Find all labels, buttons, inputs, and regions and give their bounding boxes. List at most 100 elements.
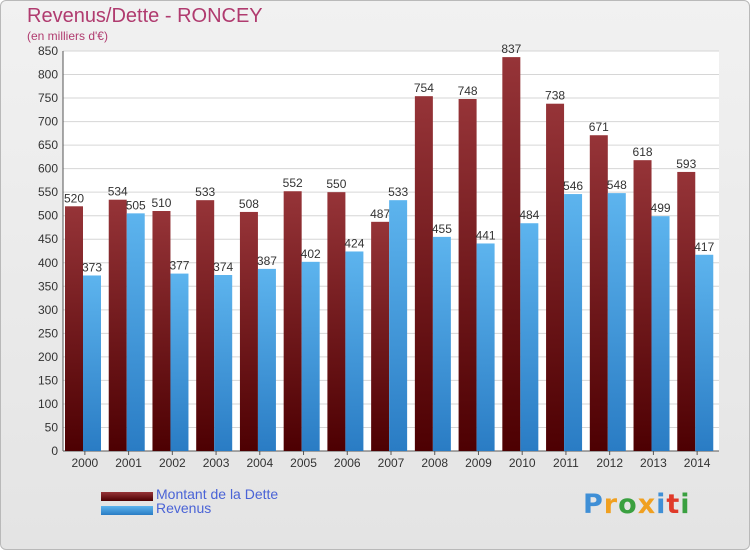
data-label-revenus: 455 (432, 222, 452, 236)
bar-dette (327, 192, 346, 452)
legend-swatch-revenus (101, 506, 153, 515)
data-label-dette: 671 (589, 120, 609, 134)
bar-revenus (83, 275, 101, 451)
data-label-dette: 550 (326, 177, 346, 191)
bar-revenus (607, 193, 626, 451)
y-tick-label: 400 (38, 256, 58, 270)
bar-revenus (695, 254, 714, 451)
data-label-dette: 748 (458, 84, 478, 98)
y-tick-label: 800 (38, 68, 58, 82)
data-label-dette: 618 (633, 145, 653, 159)
bar-revenus (170, 273, 189, 451)
x-tick-label: 2006 (334, 456, 361, 470)
y-tick-label: 200 (38, 350, 58, 364)
x-tick-label: 2005 (290, 456, 317, 470)
legend-swatch-dette (101, 492, 153, 501)
y-tick-label: 450 (38, 232, 58, 246)
x-tick-label: 2013 (640, 456, 667, 470)
y-tick-label: 750 (38, 91, 58, 105)
bar-dette (152, 211, 171, 451)
bar-dette (371, 221, 390, 451)
bar-dette (65, 206, 83, 451)
bar-dette (414, 96, 433, 452)
data-label-dette: 520 (64, 191, 84, 205)
data-label-revenus: 424 (344, 236, 364, 250)
logo-letter: x (637, 489, 657, 520)
chart-subtitle: (en milliers d'€) (27, 29, 108, 43)
bar-dette (589, 135, 608, 451)
bar-dette (677, 171, 696, 452)
bar-dette (196, 200, 215, 451)
data-label-revenus: 387 (257, 254, 277, 268)
x-tick-label: 2008 (421, 456, 448, 470)
logo-letter: r (603, 489, 619, 520)
data-label-revenus: 533 (388, 185, 408, 199)
data-label-revenus: 499 (651, 201, 671, 215)
data-label-dette: 510 (151, 196, 171, 210)
data-label-dette: 593 (676, 157, 696, 171)
y-tick-label: 350 (38, 279, 58, 293)
data-label-revenus: 373 (82, 260, 102, 274)
legend-label-revenus: Revenus (156, 500, 212, 516)
data-label-dette: 534 (108, 185, 128, 199)
bar-dette (108, 199, 127, 451)
y-tick-label: 550 (38, 185, 58, 199)
bar-dette (239, 211, 258, 451)
chart-title: Revenus/Dette - RONCEY (27, 5, 263, 27)
data-label-dette: 837 (501, 42, 521, 56)
bar-revenus (432, 236, 451, 451)
logo-letter: i (680, 489, 691, 520)
logo-letter: P (583, 489, 604, 520)
data-label-revenus: 505 (126, 198, 146, 212)
data-label-revenus: 548 (607, 178, 627, 192)
bar-revenus (651, 216, 670, 451)
bar-dette (283, 191, 302, 451)
bar-revenus (520, 223, 539, 451)
proxiti-logo: Proxiti (583, 489, 691, 520)
y-tick-label: 700 (38, 115, 58, 129)
bar-revenus (126, 213, 145, 451)
y-tick-label: 850 (38, 44, 58, 58)
x-tick-label: 2004 (246, 456, 273, 470)
y-tick-label: 250 (38, 326, 58, 340)
x-tick-label: 2003 (203, 456, 230, 470)
data-label-revenus: 374 (213, 260, 233, 274)
data-label-revenus: 417 (694, 240, 714, 254)
data-label-dette: 754 (414, 81, 434, 95)
data-label-dette: 533 (195, 185, 215, 199)
logo-letter: o (618, 489, 638, 520)
x-tick-label: 2012 (596, 456, 623, 470)
bar-dette (546, 103, 565, 452)
x-tick-label: 2009 (465, 456, 492, 470)
data-label-revenus: 377 (169, 259, 189, 273)
bar-revenus (389, 200, 408, 451)
x-tick-label: 2010 (509, 456, 536, 470)
bar-revenus (214, 275, 233, 451)
y-tick-label: 0 (51, 444, 58, 458)
bar-dette (502, 57, 521, 451)
y-tick-label: 300 (38, 303, 58, 317)
logo-letter: i (656, 489, 667, 520)
data-label-revenus: 441 (476, 228, 496, 242)
logo-letter: t (666, 489, 681, 520)
y-tick-label: 100 (38, 397, 58, 411)
y-tick-label: 650 (38, 138, 58, 152)
x-tick-label: 2014 (684, 456, 711, 470)
data-label-revenus: 402 (301, 247, 321, 261)
y-tick-label: 500 (38, 209, 58, 223)
x-tick-label: 2011 (553, 456, 579, 470)
data-label-revenus: 484 (519, 208, 539, 222)
bar-revenus (564, 194, 583, 451)
x-tick-label: 2007 (378, 456, 405, 470)
data-label-dette: 552 (283, 176, 303, 190)
y-tick-label: 50 (45, 420, 59, 434)
y-tick-label: 150 (38, 373, 58, 387)
x-tick-label: 2002 (159, 456, 186, 470)
x-tick-label: 2000 (72, 456, 99, 470)
data-label-dette: 508 (239, 197, 259, 211)
bar-dette (633, 160, 652, 452)
data-label-dette: 487 (370, 207, 390, 221)
x-tick-label: 2001 (115, 456, 142, 470)
